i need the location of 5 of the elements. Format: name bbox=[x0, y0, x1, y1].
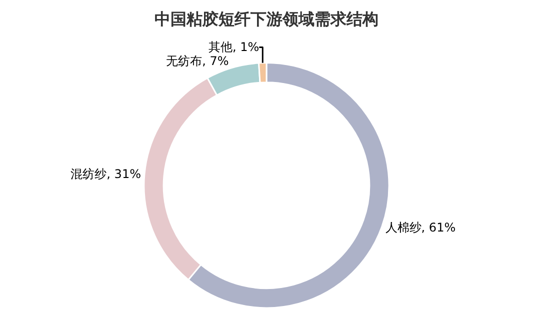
chart-title: 中国粘胶短纤下游领域需求结构 bbox=[154, 10, 378, 29]
slice-label: 无纺布, 7% bbox=[166, 54, 229, 68]
slice-label: 其他, 1% bbox=[208, 40, 260, 54]
slice-label: 混纺纱, 31% bbox=[70, 166, 141, 181]
slice-label: 人棉纱, 61% bbox=[385, 220, 456, 235]
